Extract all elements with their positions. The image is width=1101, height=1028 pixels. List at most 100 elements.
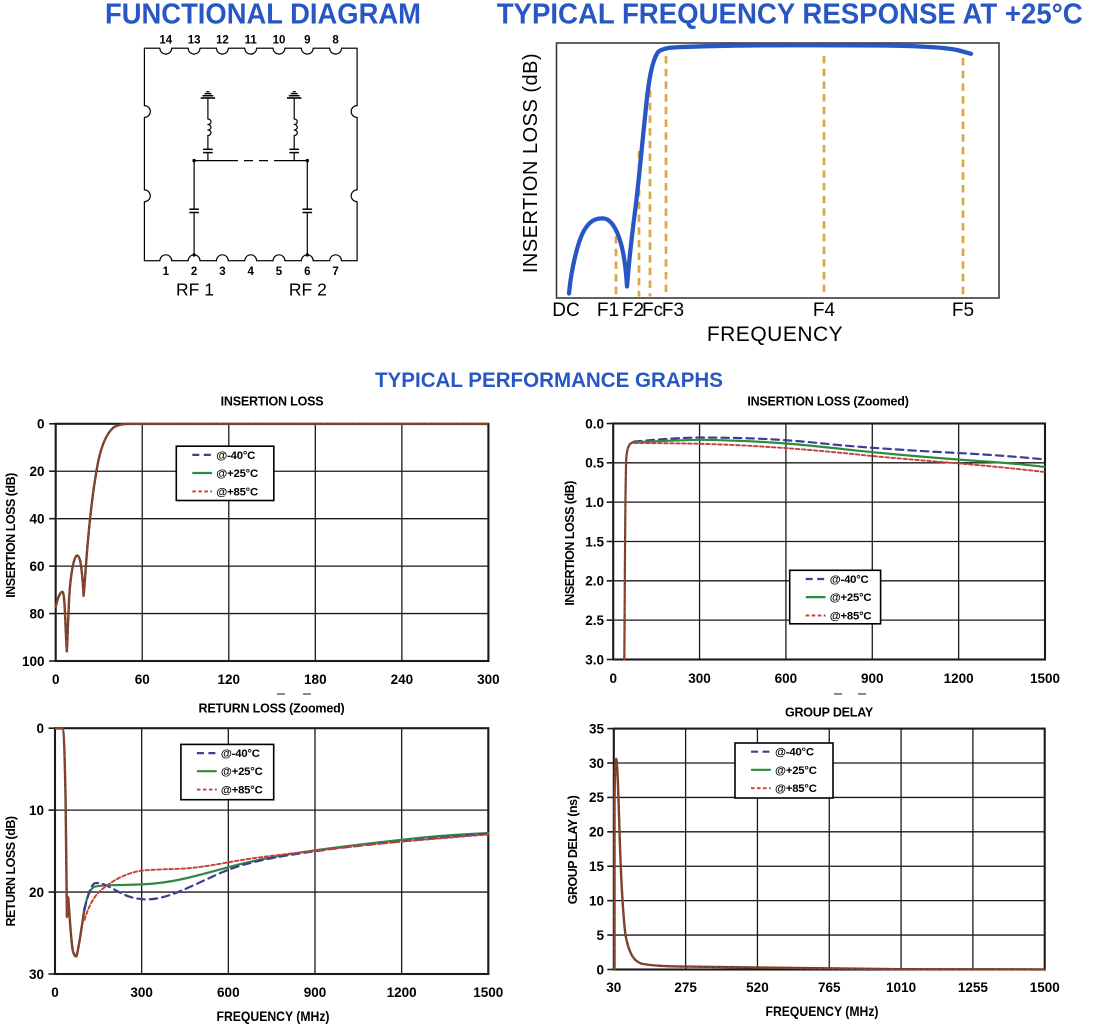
svg-text:60: 60 xyxy=(135,672,150,687)
svg-text:30: 30 xyxy=(29,967,44,982)
svg-text:2.0: 2.0 xyxy=(585,574,604,589)
svg-text:600: 600 xyxy=(217,985,240,1000)
svg-text:RF 2: RF 2 xyxy=(289,280,327,300)
svg-text:6: 6 xyxy=(304,266,310,278)
svg-text:0: 0 xyxy=(596,962,604,977)
svg-text:900: 900 xyxy=(304,985,327,1000)
svg-text:5: 5 xyxy=(276,266,283,278)
svg-text:GROUP DELAY (ns): GROUP DELAY (ns) xyxy=(566,795,580,904)
svg-text:@+85°C: @+85°C xyxy=(221,785,263,797)
svg-text:@-40°C: @-40°C xyxy=(221,748,260,760)
svg-text:30: 30 xyxy=(606,980,621,995)
svg-text:765: 765 xyxy=(818,980,841,995)
svg-text:20: 20 xyxy=(589,825,604,840)
svg-text:80: 80 xyxy=(29,606,44,621)
svg-text:@+85°C: @+85°C xyxy=(216,486,258,498)
svg-text:@-40°C: @-40°C xyxy=(830,574,869,586)
svg-text:3.0: 3.0 xyxy=(585,652,604,667)
svg-text:20: 20 xyxy=(29,885,44,900)
svg-text:25: 25 xyxy=(589,790,605,805)
svg-text:F2: F2 xyxy=(622,300,644,321)
svg-text:DC: DC xyxy=(552,300,579,321)
svg-text:@+25°C: @+25°C xyxy=(830,592,872,604)
svg-text:RETURN LOSS (dB): RETURN LOSS (dB) xyxy=(4,816,18,926)
svg-text:INSERTION LOSS (dB): INSERTION LOSS (dB) xyxy=(520,53,542,273)
svg-text:FUNCTIONAL DIAGRAM: FUNCTIONAL DIAGRAM xyxy=(105,0,421,31)
svg-text:1010: 1010 xyxy=(886,980,916,995)
svg-text:14: 14 xyxy=(159,35,172,47)
svg-text:0: 0 xyxy=(52,672,60,687)
svg-text:F3: F3 xyxy=(662,300,684,321)
svg-text:1200: 1200 xyxy=(387,985,417,1000)
svg-text:0: 0 xyxy=(51,985,59,1000)
svg-text:1.5: 1.5 xyxy=(585,534,604,549)
svg-text:2.5: 2.5 xyxy=(585,613,604,628)
svg-text:@-40°C: @-40°C xyxy=(216,450,255,462)
svg-text:11: 11 xyxy=(245,35,258,47)
svg-text:1500: 1500 xyxy=(1030,671,1060,686)
svg-text:0: 0 xyxy=(37,417,45,432)
svg-text:RF 1: RF 1 xyxy=(176,280,214,300)
svg-text:FREQUENCY: FREQUENCY xyxy=(707,323,843,346)
svg-text:INSERTION LOSS (dB): INSERTION LOSS (dB) xyxy=(563,481,577,606)
svg-text:600: 600 xyxy=(775,671,798,686)
svg-text:@+25°C: @+25°C xyxy=(221,766,263,778)
svg-text:300: 300 xyxy=(688,671,711,686)
svg-text:300: 300 xyxy=(130,985,153,1000)
svg-text:4: 4 xyxy=(247,266,254,278)
svg-text:300: 300 xyxy=(477,672,500,687)
svg-text:0: 0 xyxy=(36,721,44,736)
svg-text:10: 10 xyxy=(29,803,44,818)
svg-text:7: 7 xyxy=(332,266,338,278)
svg-text:0: 0 xyxy=(609,671,617,686)
svg-text:F4: F4 xyxy=(813,300,836,321)
svg-text:35: 35 xyxy=(589,721,605,736)
svg-text:1: 1 xyxy=(163,266,170,278)
svg-text:FREQUENCY (MHz): FREQUENCY (MHz) xyxy=(217,1008,330,1024)
svg-text:12: 12 xyxy=(216,35,229,47)
svg-text:@+85°C: @+85°C xyxy=(830,611,872,623)
svg-text:15: 15 xyxy=(589,859,605,874)
svg-text:120: 120 xyxy=(218,672,241,687)
svg-text:180: 180 xyxy=(304,672,327,687)
svg-text:520: 520 xyxy=(746,980,769,995)
svg-text:0.5: 0.5 xyxy=(585,456,604,471)
svg-text:@+25°C: @+25°C xyxy=(216,468,258,480)
svg-text:1500: 1500 xyxy=(1030,980,1060,995)
svg-text:F1: F1 xyxy=(597,300,619,321)
svg-text:1.0: 1.0 xyxy=(585,495,604,510)
svg-text:8: 8 xyxy=(332,35,339,47)
svg-text:30: 30 xyxy=(589,756,604,771)
svg-text:@+25°C: @+25°C xyxy=(775,765,817,777)
svg-text:60: 60 xyxy=(29,559,44,574)
svg-text:F5: F5 xyxy=(952,300,974,321)
svg-text:275: 275 xyxy=(674,980,697,995)
svg-text:INSERTION LOSS (dB): INSERTION LOSS (dB) xyxy=(4,473,18,598)
svg-text:2: 2 xyxy=(191,266,197,278)
svg-text:INSERTION LOSS (Zoomed): INSERTION LOSS (Zoomed) xyxy=(747,395,908,409)
svg-text:Fc: Fc xyxy=(642,300,663,321)
svg-text:RETURN LOSS (Zoomed): RETURN LOSS (Zoomed) xyxy=(199,702,345,716)
svg-text:TYPICAL FREQUENCY RESPONSE AT: TYPICAL FREQUENCY RESPONSE AT +25°C xyxy=(497,0,1083,31)
svg-text:TYPICAL PERFORMANCE GRAPHS: TYPICAL PERFORMANCE GRAPHS xyxy=(375,369,723,392)
svg-text:FREQUENCY (MHz): FREQUENCY (MHz) xyxy=(766,1003,879,1019)
svg-text:900: 900 xyxy=(861,671,884,686)
svg-text:240: 240 xyxy=(391,672,414,687)
svg-text:5: 5 xyxy=(596,928,604,943)
svg-text:20: 20 xyxy=(29,464,44,479)
svg-text:40: 40 xyxy=(29,511,44,526)
svg-text:0.0: 0.0 xyxy=(585,416,604,431)
svg-text:1255: 1255 xyxy=(958,980,989,995)
svg-text:GROUP DELAY: GROUP DELAY xyxy=(785,706,874,720)
svg-text:10: 10 xyxy=(589,893,604,908)
svg-text:@+85°C: @+85°C xyxy=(775,783,817,795)
svg-text:10: 10 xyxy=(273,35,286,47)
svg-text:13: 13 xyxy=(188,35,201,47)
svg-text:1200: 1200 xyxy=(944,671,974,686)
svg-text:3: 3 xyxy=(219,266,225,278)
svg-text:9: 9 xyxy=(304,35,310,47)
svg-text:100: 100 xyxy=(22,654,45,669)
svg-text:INSERTION LOSS: INSERTION LOSS xyxy=(221,395,324,409)
svg-text:1500: 1500 xyxy=(473,985,503,1000)
svg-text:@-40°C: @-40°C xyxy=(775,747,814,759)
